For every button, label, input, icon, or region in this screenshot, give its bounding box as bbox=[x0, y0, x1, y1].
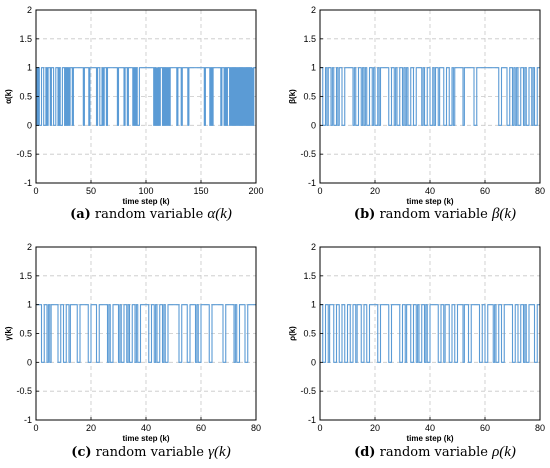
caption-text: random variable bbox=[92, 445, 209, 460]
panel-caption: (b) random variable β(k) bbox=[354, 206, 516, 222]
y-tick-label: 2 bbox=[27, 242, 32, 252]
panel-d: 0 20 40 60 80 -1 -0.5 0 0.5 1 1.5 2 time step (k) ρ(k… bbox=[288, 242, 545, 460]
panel-a: 0 50 100 150 200 -1 -0.5 0 0.5 1 1.5 2 time step (k)… bbox=[4, 5, 264, 222]
x-axis-label: time step (k) bbox=[406, 434, 453, 443]
y-tick-label: 2 bbox=[311, 242, 316, 252]
panel-caption: (c) random variable γ(k) bbox=[71, 444, 230, 460]
caption-tag: (b) bbox=[354, 207, 375, 222]
series-line bbox=[320, 304, 540, 363]
x-tick-label: 20 bbox=[370, 186, 380, 196]
x-tick-label: 60 bbox=[196, 423, 206, 433]
y-tick-label: 1.5 bbox=[303, 271, 316, 281]
x-tick-label: 0 bbox=[317, 186, 322, 196]
y-tick-label: 1 bbox=[311, 300, 316, 310]
x-tick-label: 0 bbox=[33, 186, 38, 196]
x-tick-label: 0 bbox=[33, 423, 38, 433]
y-tick-label: 1.5 bbox=[19, 271, 32, 281]
y-tick-label: -1 bbox=[308, 415, 316, 425]
y-axis-label: ρ(k) bbox=[288, 326, 297, 341]
caption-symbol: β(k) bbox=[491, 206, 516, 222]
x-tick-label: 20 bbox=[86, 423, 96, 433]
caption-text: random variable bbox=[375, 445, 492, 460]
x-axis-label: time step (k) bbox=[406, 197, 453, 206]
x-tick-label: 150 bbox=[193, 186, 208, 196]
x-tick-label: 0 bbox=[317, 423, 322, 433]
caption-tag: (c) bbox=[71, 445, 91, 460]
y-tick-label: -0.5 bbox=[300, 386, 316, 396]
caption-symbol: γ(k) bbox=[208, 444, 231, 460]
panel-c: 0 20 40 60 80 -1 -0.5 0 0.5 1 1.5 2 time step (k) γ(k… bbox=[4, 242, 261, 460]
x-tick-label: 80 bbox=[535, 423, 545, 433]
panel-b: 0 20 40 60 80 -1 -0.5 0 0.5 1 1.5 2 time step (k) β(k… bbox=[288, 5, 545, 222]
y-tick-label: 1 bbox=[311, 63, 316, 73]
y-tick-label: -1 bbox=[24, 178, 32, 188]
x-tick-label: 100 bbox=[138, 186, 153, 196]
caption-tag: (a) bbox=[70, 207, 91, 222]
caption-tag: (d) bbox=[354, 445, 375, 460]
x-axis-label: time step (k) bbox=[122, 197, 169, 206]
y-tick-label: -0.5 bbox=[300, 149, 316, 159]
x-tick-label: 60 bbox=[480, 423, 490, 433]
y-tick-label: -1 bbox=[24, 415, 32, 425]
y-tick-label: 0 bbox=[27, 357, 32, 367]
x-tick-label: 80 bbox=[535, 186, 545, 196]
y-tick-label: -0.5 bbox=[16, 149, 32, 159]
series-line bbox=[320, 67, 540, 126]
y-tick-label: -0.5 bbox=[16, 386, 32, 396]
y-tick-label: 1 bbox=[27, 63, 32, 73]
y-tick-label: 0 bbox=[27, 120, 32, 130]
y-tick-label: 0.5 bbox=[19, 92, 32, 102]
x-tick-label: 20 bbox=[370, 423, 380, 433]
y-tick-label: 0.5 bbox=[19, 329, 32, 339]
x-tick-label: 40 bbox=[425, 186, 435, 196]
y-tick-label: -1 bbox=[308, 178, 316, 188]
y-tick-label: 1.5 bbox=[19, 34, 32, 44]
y-axis-label: γ(k) bbox=[4, 326, 13, 341]
x-tick-label: 80 bbox=[251, 423, 261, 433]
x-tick-label: 50 bbox=[86, 186, 96, 196]
panel-caption: (a) random variable α(k) bbox=[70, 206, 232, 222]
panel-caption: (d) random variable ρ(k) bbox=[354, 444, 516, 460]
x-tick-label: 200 bbox=[248, 186, 263, 196]
caption-symbol: ρ(k) bbox=[491, 444, 516, 460]
caption-text: random variable bbox=[375, 207, 492, 222]
y-tick-label: 1 bbox=[27, 300, 32, 310]
y-tick-label: 1.5 bbox=[303, 34, 316, 44]
x-tick-label: 60 bbox=[480, 186, 490, 196]
y-tick-label: 2 bbox=[311, 5, 316, 15]
x-tick-label: 40 bbox=[141, 423, 151, 433]
y-tick-label: 0 bbox=[311, 357, 316, 367]
series-line bbox=[36, 304, 256, 363]
x-axis-label: time step (k) bbox=[122, 434, 169, 443]
y-tick-label: 2 bbox=[27, 5, 32, 15]
caption-text: random variable bbox=[91, 207, 208, 222]
y-tick-label: 0.5 bbox=[303, 329, 316, 339]
y-tick-label: 0.5 bbox=[303, 92, 316, 102]
caption-symbol: α(k) bbox=[207, 206, 232, 222]
x-tick-label: 40 bbox=[425, 423, 435, 433]
series-line bbox=[36, 67, 256, 126]
y-axis-label: β(k) bbox=[288, 89, 297, 104]
y-tick-label: 0 bbox=[311, 120, 316, 130]
y-axis-label: α(k) bbox=[4, 89, 13, 104]
